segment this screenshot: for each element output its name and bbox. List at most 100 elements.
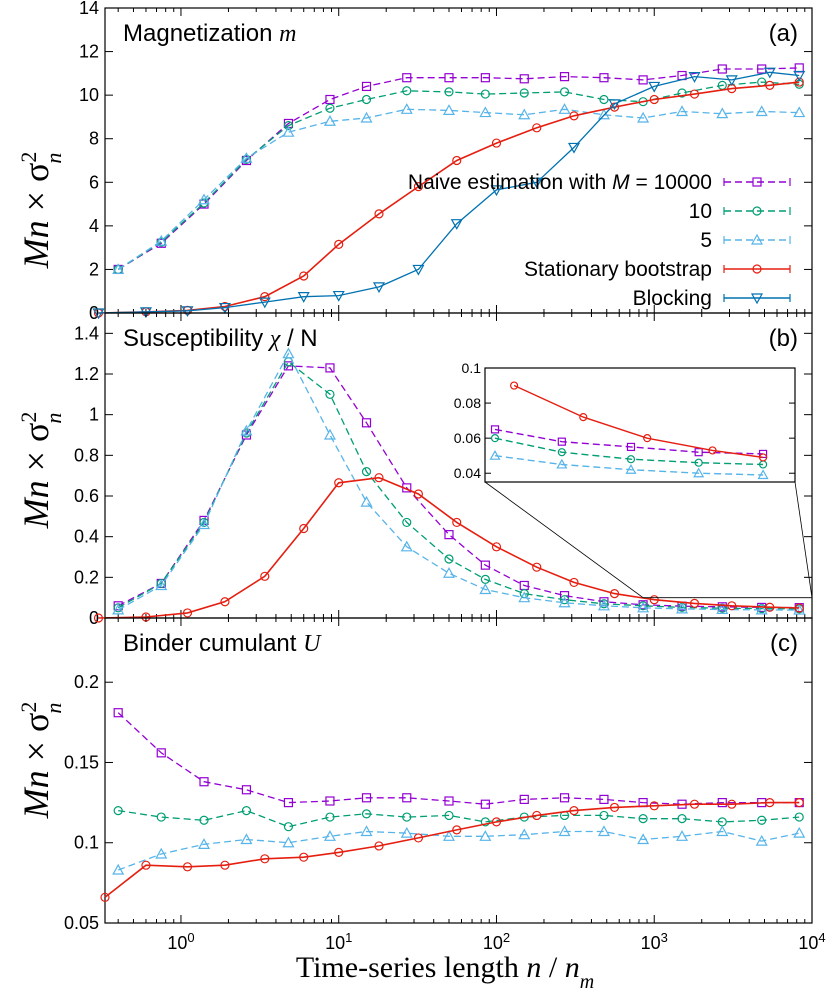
data-point (412, 264, 425, 276)
series-m10000 (113, 708, 804, 809)
legend-stationary-label: Stationary bootstrap (524, 258, 712, 281)
y-tick-label: 1.4 (74, 323, 99, 343)
series-line-m5 (117, 830, 800, 871)
panel-title-text: Binder cumulant (123, 630, 303, 657)
data-point (599, 794, 609, 804)
x-tick-exponent: 2 (503, 930, 510, 945)
zoom-connector (794, 481, 813, 598)
data-point (374, 209, 384, 219)
series-stationary (93, 473, 804, 623)
data-point (260, 292, 270, 302)
data-point (334, 847, 344, 857)
plot-frame (104, 617, 813, 924)
y-tick-label: 0.1 (74, 833, 99, 853)
data-point (413, 833, 424, 843)
data-point (413, 182, 424, 192)
data-point (519, 74, 529, 84)
data-point (402, 793, 412, 803)
inset-point (557, 448, 566, 457)
panel-title-var: m (279, 21, 296, 47)
data-point (649, 94, 659, 105)
panel-title-text: Susceptibility (123, 325, 270, 352)
legend-swatches (723, 177, 791, 305)
series-line-stationary (104, 801, 800, 898)
y-axis-label-c: Mn × σ2n (16, 702, 66, 820)
y-tick-label: 1.2 (74, 364, 99, 384)
x-tick-label: 103 (641, 930, 668, 954)
data-point (599, 810, 609, 821)
data-point (755, 834, 768, 846)
data-point (282, 125, 295, 137)
data-point (757, 815, 767, 825)
data-point (400, 540, 413, 552)
inset-tick-label: 0.04 (454, 465, 481, 481)
series-line-m10000 (117, 365, 800, 609)
y-tick-label: 1 (89, 405, 99, 425)
data-point (597, 825, 610, 837)
data-point (793, 603, 806, 615)
data-point (608, 99, 621, 111)
data-point (260, 854, 270, 864)
panel-title: Magnetization m (123, 20, 296, 47)
data-point (649, 595, 659, 605)
y-tick-label: 0.8 (74, 445, 99, 465)
data-point (518, 108, 531, 120)
data-point (637, 111, 650, 123)
y-axis-label-b: Mn × σ2n (16, 412, 66, 530)
data-point (677, 814, 687, 824)
inset-point (757, 469, 769, 480)
data-point (649, 801, 659, 811)
panel-label: (c) (770, 630, 798, 657)
data-point (444, 796, 454, 806)
data-point (558, 596, 571, 608)
data-point (597, 599, 610, 611)
y-tick-label: 14 (79, 0, 99, 18)
data-point (199, 815, 209, 825)
inset-point (694, 458, 703, 467)
inset-point (643, 434, 652, 443)
data-point (361, 94, 372, 105)
data-point (479, 106, 492, 118)
data-point (155, 579, 168, 591)
data-point (260, 571, 270, 581)
series-line-m10 (117, 81, 800, 270)
data-point (490, 185, 503, 197)
x-tick-exponent: 0 (187, 930, 194, 945)
data-point (240, 152, 253, 163)
inset-tick-label: 0.08 (454, 395, 481, 411)
data-point (491, 817, 502, 827)
panel-label: (a) (769, 20, 798, 47)
data-point (444, 530, 454, 540)
data-point (532, 810, 542, 821)
legend-blocking-label: Blocking (633, 287, 712, 310)
data-point (197, 193, 211, 205)
data-point (400, 826, 413, 838)
data-point (220, 597, 230, 607)
data-point (597, 108, 610, 120)
data-point (325, 796, 335, 806)
data-point (717, 798, 727, 808)
legend-naive-label: Naive estimation with M = 10000 (408, 171, 712, 194)
legend-swatch-marker-m10000 (752, 177, 762, 187)
y-tick-label: 0.6 (74, 486, 99, 506)
data-point (100, 892, 110, 902)
inset-tick-label: 0.06 (454, 430, 481, 446)
data-point (532, 123, 542, 133)
x-tick-base: 10 (641, 933, 661, 953)
data-point (559, 595, 570, 605)
data-point (182, 608, 193, 618)
y-tick-label: 4 (89, 216, 99, 236)
x-axis-label: Time-series length n / nm (296, 951, 594, 993)
legend: Naive estimation with M = 10000 10 5 Sta… (408, 171, 791, 310)
data-point (716, 603, 729, 615)
inset-point (490, 434, 500, 443)
data-point (676, 602, 689, 614)
data-point (676, 105, 689, 117)
panel-title-var: U (303, 631, 322, 657)
data-point (689, 89, 700, 99)
data-point (444, 87, 454, 97)
data-point (765, 80, 775, 90)
data-point (92, 308, 105, 320)
inset-tick-label: 0.1 (462, 360, 482, 376)
